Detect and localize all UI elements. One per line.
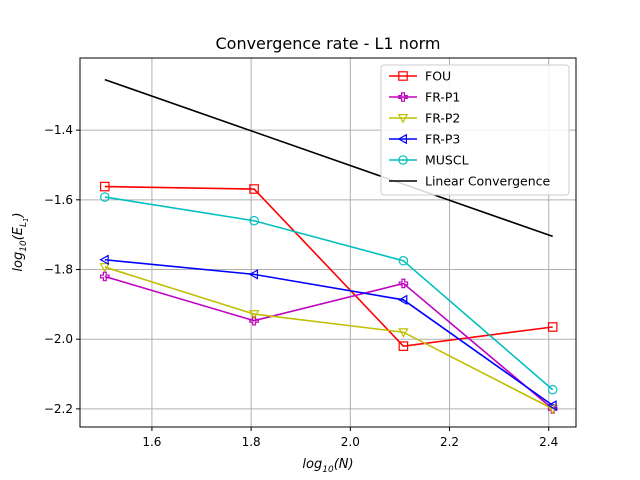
y-tick-label: −2.0 [44, 332, 73, 346]
x-axis-label: log10(N) [302, 457, 353, 475]
data-point [99, 271, 110, 282]
y-axis-label-arg-close: ) [11, 212, 26, 218]
data-point [100, 192, 110, 202]
series-3 [99, 254, 557, 411]
series-line [104, 78, 553, 238]
series-0 [99, 181, 558, 351]
legend-label: MUSCL [425, 153, 469, 168]
x-axis-label-arg: (N) [334, 457, 354, 472]
ticks: 1.6 1.8 2.0 2.2 2.4 −2.2 −2.0 −1.8 −1.6 −1.4 [44, 123, 558, 449]
legend-entry: Linear Convergence [389, 174, 551, 189]
legend-entry: FR-P1 [389, 90, 460, 105]
legend-marker [398, 92, 408, 102]
data-point [99, 254, 109, 265]
data-point [99, 263, 111, 273]
series-2 [99, 263, 558, 415]
y-axis-label: log10(EL1) [11, 212, 30, 271]
legend: FOU FR-P1 FR-P2 FR-P3 MUSCL Linear Convergenc… [380, 64, 570, 196]
data-point [249, 215, 259, 226]
legend-box [380, 64, 570, 196]
data-point [249, 315, 259, 326]
x-axis-label-main: log [302, 457, 322, 472]
legend-entry: FOU [389, 69, 451, 84]
data-point [398, 328, 409, 338]
series-1 [99, 271, 558, 414]
x-axis-label-sub: 10 [322, 465, 334, 475]
data-point [398, 278, 409, 289]
series-layer [99, 78, 558, 415]
data-point [248, 269, 259, 280]
y-tick-label: −1.4 [44, 123, 73, 137]
y-axis-label-arg-subsub: 1 [22, 218, 30, 222]
series-4 [100, 192, 558, 395]
y-axis-label-main: log [11, 252, 26, 272]
legend-label: FR-P2 [425, 111, 460, 126]
legend-label: Linear Convergence [425, 174, 551, 189]
data-point [398, 341, 409, 351]
x-tick-label: 1.6 [142, 435, 161, 449]
data-point [248, 310, 260, 320]
series-line [104, 258, 554, 407]
data-point [249, 184, 259, 194]
data-point [547, 384, 558, 395]
x-tick-label: 1.8 [242, 435, 261, 449]
series-line [104, 185, 553, 348]
series-5 [104, 78, 553, 238]
y-tick-label: −1.6 [44, 193, 73, 207]
x-tick-label: 2.2 [440, 435, 459, 449]
data-point [398, 255, 409, 266]
y-axis-label-arg-sub: L [19, 222, 29, 227]
series-line [104, 275, 554, 410]
legend-marker [398, 155, 408, 165]
legend-label: FR-P3 [425, 132, 460, 147]
series-line [104, 266, 554, 410]
legend-marker [397, 133, 407, 145]
x-tick-label: 2.0 [341, 435, 360, 449]
data-point [397, 294, 408, 306]
legend-marker [398, 71, 408, 81]
data-point [547, 400, 557, 411]
y-tick-label: −1.8 [44, 263, 73, 277]
legend-label: FR-P1 [425, 90, 460, 105]
chart-title: Convergence rate - L1 norm [215, 34, 440, 53]
data-point [99, 181, 110, 192]
legend-entry: MUSCL [389, 153, 469, 168]
legend-entry: FR-P3 [389, 132, 460, 147]
data-point [547, 322, 558, 332]
legend-label: FOU [425, 69, 451, 84]
y-axis-label-sub: 10 [19, 240, 29, 252]
y-tick-label: −2.2 [44, 402, 73, 416]
x-tick-label: 2.4 [539, 435, 558, 449]
legend-marker [397, 114, 409, 124]
legend-entry: FR-P2 [389, 111, 460, 126]
y-axis-label-arg-open: (E [11, 226, 26, 240]
series-line [104, 196, 554, 391]
axes-frame [79, 57, 577, 428]
